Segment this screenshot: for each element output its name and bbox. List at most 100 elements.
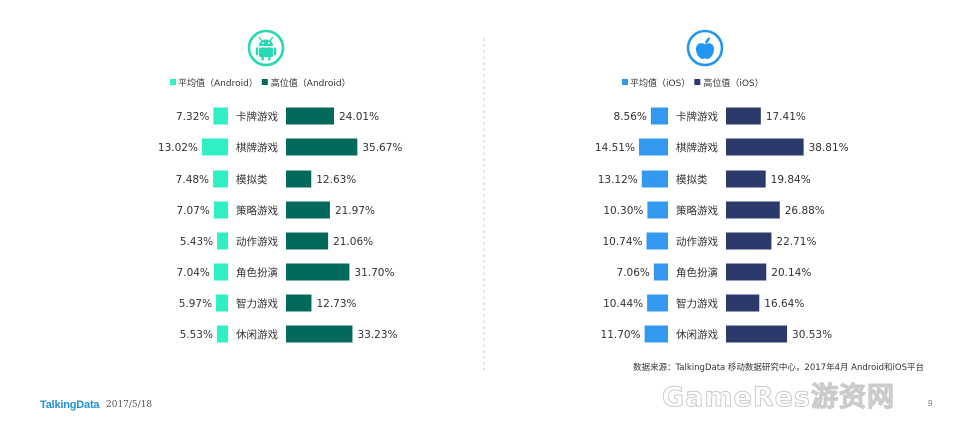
bar-avg [638,138,668,156]
legend-label-high: 高位值（iOS） [703,77,763,89]
label-avg: 11.70% [601,329,641,341]
bar-avg [216,294,228,312]
bar-high [726,138,804,156]
android-chart: 平均值（Android） 高位值（Android） 7.32% 卡牌游戏 24.01% 1… [158,77,402,343]
bar-row: 5.43% 动作游戏 21.06% [180,232,373,250]
label-avg: 10.74% [602,236,642,248]
label-avg: 7.07% [177,205,210,217]
label-avg: 7.48% [176,174,209,186]
bar-high [286,325,353,343]
bar-row: 14.51% 棋牌游戏 38.81% [595,138,849,156]
bar-avg [650,107,668,125]
category-label: 棋牌游戏 [236,141,278,154]
label-avg: 5.53% [180,329,213,341]
legend: 平均值（Android） 高位值（Android） [170,77,351,89]
category-label: 休闲游戏 [236,328,278,341]
bar-avg [647,294,668,312]
legend: 平均值（iOS） 高位值（iOS） [622,77,764,89]
legend-label-avg: 平均值（Android） [178,77,258,89]
category-label: 卡牌游戏 [236,110,278,123]
bar-avg [216,325,228,343]
bar-avg [641,170,668,188]
label-avg: 5.97% [179,298,212,310]
legend-swatch-high [694,79,701,85]
bar-row: 13.02% 棋牌游戏 35.67% [158,138,402,156]
bar-avg [213,201,228,219]
label-high: 22.71% [776,236,816,248]
category-label: 卡牌游戏 [676,110,718,123]
bar-avg [644,325,668,343]
bar-row: 7.48% 模拟类 12.63% [176,170,356,188]
label-high: 24.01% [339,111,379,123]
bar-row: 7.32% 卡牌游戏 24.01% [176,107,379,125]
label-high: 16.64% [764,298,804,310]
bar-row: 11.70% 休闲游戏 30.53% [601,325,832,343]
category-label: 角色扮演 [236,266,278,279]
label-avg: 7.06% [617,267,650,279]
label-avg: 14.51% [595,142,635,154]
category-label: 休闲游戏 [676,328,718,341]
label-avg: 13.02% [158,142,198,154]
bar-high [726,263,767,281]
category-label: 动作游戏 [676,235,718,248]
category-label: 策略游戏 [676,204,718,217]
label-avg: 10.30% [603,205,643,217]
bar-high [726,170,766,188]
bar-high [726,201,780,219]
category-label: 模拟类 [676,173,708,186]
page-number: 9 [928,399,933,408]
bar-row: 8.56% 卡牌游戏 17.41% [614,107,806,125]
bar-high [726,325,788,343]
bar-high [726,294,760,312]
category-label: 智力游戏 [676,297,718,310]
label-high: 21.97% [335,205,375,217]
bar-row: 13.12% 模拟类 19.84% [598,170,811,188]
label-high: 12.73% [316,298,356,310]
bar-high [726,107,761,125]
legend-swatch-avg [170,79,176,85]
label-high: 12.63% [316,174,356,186]
bar-avg [213,107,228,125]
legend-swatch-avg [622,79,628,85]
bar-avg [213,263,228,281]
legend-swatch-high [261,79,268,85]
category-label: 策略游戏 [236,204,278,217]
bar-high [286,232,329,250]
label-avg: 13.12% [598,174,638,186]
label-high: 20.14% [771,267,811,279]
bar-high [286,201,330,219]
bar-row: 10.30% 策略游戏 26.88% [603,201,825,219]
apple-icon [686,29,724,67]
label-high: 17.41% [766,111,806,123]
bar-avg [647,201,668,219]
legend-label-avg: 平均值（iOS） [630,77,690,89]
label-high: 19.84% [771,174,811,186]
label-high: 33.23% [357,329,397,341]
category-label: 模拟类 [236,173,268,186]
bar-row: 10.44% 智力游戏 16.64% [603,294,804,312]
ios-chart: 平均值（iOS） 高位值（iOS） 8.56% 卡牌游戏 17.41% 14.51% 棋牌游… [595,77,849,343]
bar-row: 7.07% 策略游戏 21.97% [177,201,375,219]
bar-row: 10.74% 动作游戏 22.71% [602,232,816,250]
category-label: 棋牌游戏 [676,141,718,154]
bar-high [286,294,312,312]
bar-avg [213,170,228,188]
label-high: 35.67% [362,142,402,154]
bar-row: 7.04% 角色扮演 31.70% [177,263,394,281]
label-avg: 7.04% [177,267,210,279]
watermark: GameRes游资网 [662,382,896,414]
bar-high [726,232,772,250]
label-avg: 8.56% [614,111,647,123]
bar-row: 5.97% 智力游戏 12.73% [179,294,357,312]
bar-row: 5.53% 休闲游戏 33.23% [180,325,398,343]
bar-high [286,138,358,156]
bar-avg [217,232,228,250]
label-high: 26.88% [785,205,825,217]
label-high: 38.81% [809,142,849,154]
label-avg: 5.43% [180,236,213,248]
bar-avg [653,263,668,281]
bar-high [286,107,335,125]
label-high: 31.70% [354,267,394,279]
bar-avg [201,138,228,156]
